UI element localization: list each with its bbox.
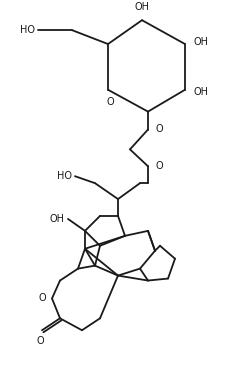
Text: O: O	[36, 336, 44, 346]
Text: OH: OH	[134, 2, 149, 12]
Text: O: O	[156, 124, 164, 134]
Text: OH: OH	[193, 87, 208, 97]
Text: OH: OH	[193, 37, 208, 47]
Text: HO: HO	[57, 171, 72, 181]
Text: OH: OH	[50, 214, 65, 224]
Text: O: O	[106, 97, 114, 107]
Text: HO: HO	[20, 25, 35, 35]
Text: O: O	[156, 161, 164, 171]
Text: O: O	[38, 293, 46, 304]
